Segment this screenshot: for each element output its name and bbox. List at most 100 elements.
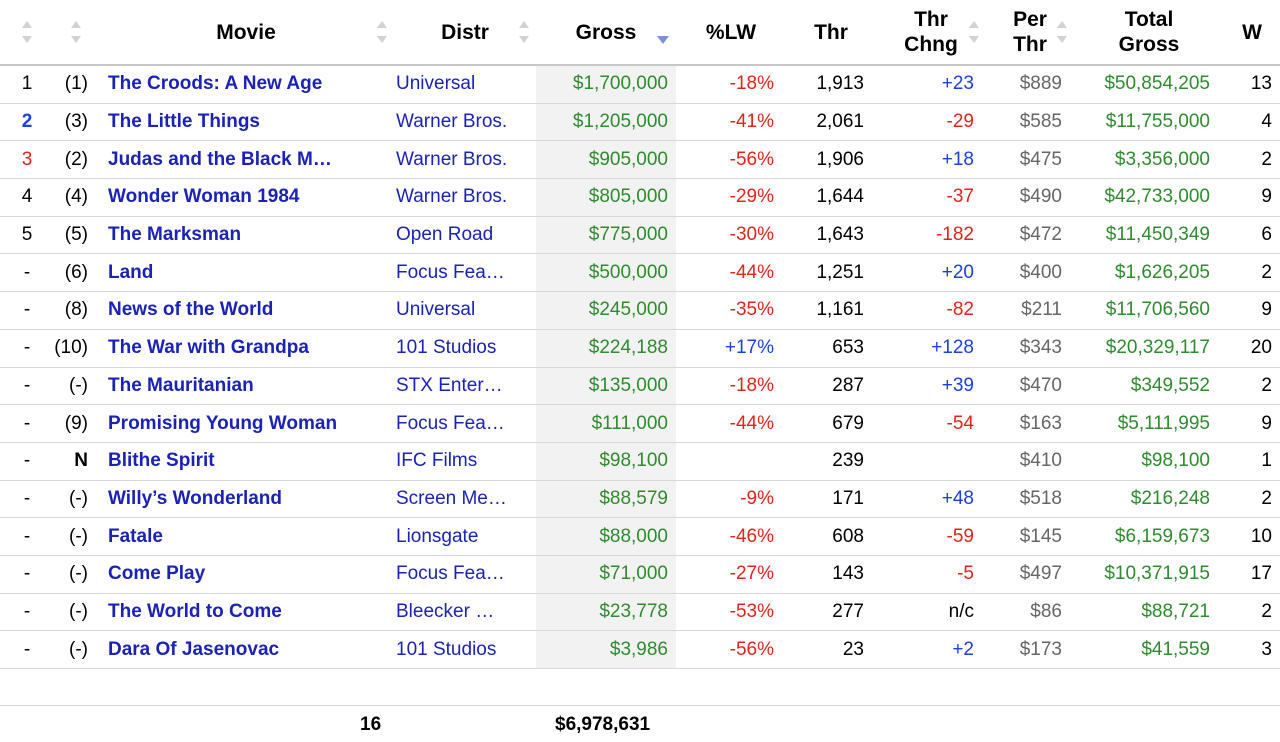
header-label: Per Thr [1013, 7, 1047, 57]
per-theater-cell: $173 [986, 630, 1074, 669]
theaters-cell: 1,644 [786, 178, 876, 217]
percent-last-week-cell: -18% [676, 65, 786, 104]
header-rank[interactable] [0, 0, 54, 66]
percent-last-week-cell: -44% [676, 253, 786, 293]
distributor-link[interactable]: Universal [394, 65, 536, 104]
theater-change-cell: +2 [876, 630, 986, 669]
movie-title-link[interactable]: News of the World [98, 291, 394, 330]
table-row: - (9) Promising Young Woman Focus Fea… $111,… [0, 404, 1280, 443]
weeks-cell: 3 [1224, 630, 1280, 669]
distributor-link[interactable]: Focus Fea… [394, 253, 536, 293]
sort-arrows-icon[interactable] [21, 21, 33, 43]
rank-cell: 4 [0, 178, 54, 217]
header-weeks[interactable]: W [1224, 0, 1280, 66]
distributor-link[interactable]: Focus Fea… [394, 404, 536, 443]
movie-title-link[interactable]: The War with Grandpa [98, 329, 394, 368]
rank-cell: - [0, 517, 54, 556]
header-label: Total Gross [1119, 7, 1180, 57]
previous-rank-cell: (-) [54, 367, 98, 406]
distributor-link[interactable]: Lionsgate [394, 517, 536, 556]
distributor-link[interactable]: Bleecker … [394, 593, 536, 632]
percent-last-week-cell: -35% [676, 291, 786, 330]
movie-title-link[interactable]: Willy’s Wonderland [98, 480, 394, 519]
distributor-link[interactable]: Screen Me… [394, 480, 536, 519]
previous-rank-cell: (6) [54, 253, 98, 293]
theaters-cell: 1,161 [786, 291, 876, 330]
header-percent-last-week[interactable]: %LW [676, 0, 786, 66]
movie-title-link[interactable]: Wonder Woman 1984 [98, 178, 394, 217]
sort-arrows-icon[interactable] [518, 21, 530, 43]
distributor-link[interactable]: Focus Fea… [394, 555, 536, 594]
theater-change-cell: -29 [876, 103, 986, 142]
per-theater-cell: $343 [986, 329, 1074, 368]
theaters-cell: 1,251 [786, 253, 876, 293]
gross-cell: $98,100 [536, 442, 676, 481]
weeks-cell: 6 [1224, 216, 1280, 255]
distributor-link[interactable]: IFC Films [394, 442, 536, 481]
table-footer: 16 $6,978,631 [0, 705, 1280, 742]
movie-title-link[interactable]: The Croods: A New Age [98, 65, 394, 104]
distributor-link[interactable]: 101 Studios [394, 630, 536, 669]
distributor-link[interactable]: 101 Studios [394, 329, 536, 368]
sort-descending-icon[interactable] [656, 36, 669, 46]
header-distributor[interactable]: Distr [394, 0, 536, 66]
distributor-link[interactable]: STX Enter… [394, 367, 536, 406]
header-prev-rank[interactable] [54, 0, 98, 66]
distributor-link[interactable]: Open Road [394, 216, 536, 255]
movie-title-link[interactable]: The Little Things [98, 103, 394, 142]
sort-arrows-icon[interactable] [376, 21, 388, 43]
theater-change-cell: n/c [876, 593, 986, 632]
theater-change-cell [876, 442, 986, 481]
distributor-link[interactable]: Universal [394, 291, 536, 330]
rank-cell: - [0, 630, 54, 669]
sort-arrows-icon[interactable] [968, 21, 980, 43]
previous-rank-cell: (10) [54, 329, 98, 368]
header-movie[interactable]: Movie [98, 0, 394, 66]
sort-arrows-icon[interactable] [1056, 21, 1068, 43]
weeks-cell: 2 [1224, 367, 1280, 406]
header-theaters[interactable]: Thr [786, 0, 876, 66]
movie-title-link[interactable]: The Marksman [98, 216, 394, 255]
gross-cell: $88,579 [536, 480, 676, 519]
movie-title-link[interactable]: Dara Of Jasenovac [98, 630, 394, 669]
weeks-cell: 2 [1224, 480, 1280, 519]
distributor-link[interactable]: Warner Bros. [394, 140, 536, 180]
header-per-theater[interactable]: Per Thr [986, 0, 1074, 66]
total-gross-cell: $1,626,205 [1074, 253, 1224, 293]
total-gross-cell: $20,329,117 [1074, 329, 1224, 368]
weeks-cell: 2 [1224, 593, 1280, 632]
movie-title-link[interactable]: The Mauritanian [98, 367, 394, 406]
rank-cell: - [0, 555, 54, 594]
movie-title-link[interactable]: Come Play [98, 555, 394, 594]
weeks-cell: 20 [1224, 329, 1280, 368]
theaters-cell: 1,906 [786, 140, 876, 180]
per-theater-cell: $475 [986, 140, 1074, 180]
weeks-cell: 4 [1224, 103, 1280, 142]
distributor-link[interactable]: Warner Bros. [394, 178, 536, 217]
header-theater-change[interactable]: Thr Chng [876, 0, 986, 66]
previous-rank-cell: (-) [54, 517, 98, 556]
table-row: - (10) The War with Grandpa 101 Studios $224… [0, 329, 1280, 368]
movie-title-link[interactable]: Promising Young Woman [98, 404, 394, 443]
rank-cell: - [0, 367, 54, 406]
theater-change-cell: -59 [876, 517, 986, 556]
movie-title-link[interactable]: The World to Come [98, 593, 394, 632]
sort-arrows-icon[interactable] [70, 21, 82, 43]
rank-cell: - [0, 291, 54, 330]
total-gross-cell: $42,733,000 [1074, 178, 1224, 217]
theater-change-cell: +48 [876, 480, 986, 519]
gross-cell: $805,000 [536, 178, 676, 217]
header-total-gross[interactable]: Total Gross [1074, 0, 1224, 66]
header-label: %LW [705, 20, 757, 44]
theaters-cell: 1,643 [786, 216, 876, 255]
table-row: - (-) Fatale Lionsgate $88,000 -46% 608 -59 $145… [0, 517, 1280, 556]
movie-title-link[interactable]: Land [98, 253, 394, 293]
theater-change-cell: -82 [876, 291, 986, 330]
movie-title-link[interactable]: Fatale [98, 517, 394, 556]
header-label: Thr [814, 20, 848, 44]
distributor-link[interactable]: Warner Bros. [394, 103, 536, 142]
movie-title-link[interactable]: Blithe Spirit [98, 442, 394, 481]
previous-rank-cell: N [54, 442, 98, 481]
header-gross[interactable]: Gross [536, 0, 676, 66]
movie-title-link[interactable]: Judas and the Black M… [98, 140, 394, 180]
